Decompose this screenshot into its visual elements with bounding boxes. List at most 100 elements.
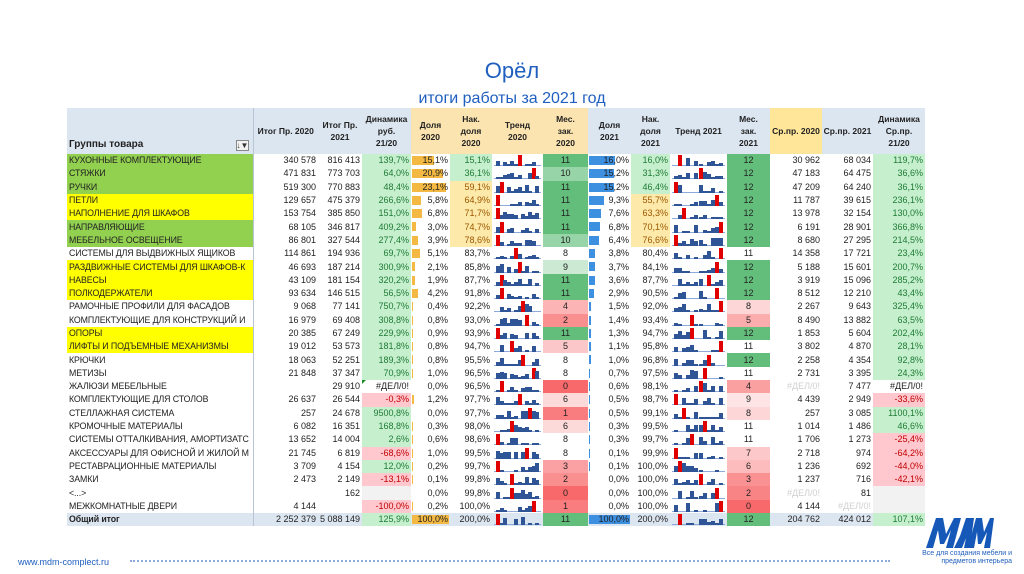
total-2020-value: 20 385: [288, 328, 316, 338]
share-2020: 0,4%: [411, 300, 450, 313]
table-row[interactable]: МЕТИЗЫ 21 848 37 347 70,9% 1,0% 96,5% 8 0,7% 97,…: [67, 366, 925, 381]
cumulative-share-2021-value: 16,0%: [642, 155, 668, 166]
sparkline-bar: [535, 323, 540, 326]
table-row[interactable]: КРОМОЧНЫЕ МАТЕРИАЛЫ 6 082 16 351 168,8% 0,3%…: [67, 419, 925, 434]
table-row[interactable]: ЛИФТЫ И ПОДЪЕМНЫЕ МЕХАНИЗМЫ 19 012 53 573 1…: [67, 340, 925, 354]
table-row[interactable]: КРЮЧКИ 18 063 52 251 189,3% 0,8% 95,5% 8 1,0% 96…: [67, 353, 925, 367]
sparkline-bar: [698, 278, 703, 286]
cumulative-share-2021: 200,0%: [631, 513, 670, 527]
table-row[interactable]: ЖАЛЮЗИ МЕБЕЛЬНЫЕ 29 910 #ДЕЛ/0! 0,0% 96,5% 0 0…: [67, 380, 925, 394]
table-row[interactable]: ПОЛКОДЕРЖАТЕЛИ 93 634 146 515 56,5% 4,2% 91,8…: [67, 286, 925, 301]
header-share2021[interactable]: Доля 2021: [588, 108, 631, 154]
filter-icon[interactable]: ↓▼: [235, 140, 249, 151]
share-databar: [412, 262, 416, 272]
table-row[interactable]: НАПРАВЛЯЮЩИЕ 68 105 346 817 409,2% 3,0% 74,7%…: [67, 220, 925, 234]
table-row[interactable]: <...> 162 0,0% 99,8% 0 0,0% 100,0% 2 #ДЕЛ/0! 81: [67, 486, 925, 500]
avg-2020: 1 706: [770, 433, 822, 446]
sparkline-bar: [513, 389, 518, 393]
sparkline-bar: [686, 347, 691, 353]
sparkline-bar: [718, 301, 723, 313]
table-row[interactable]: РАЗДВИЖНЫЕ СИСТЕМЫ ДЛЯ ШКАФОВ-К 46 693 187…: [67, 260, 925, 274]
sparkline-bar: [517, 359, 522, 366]
header-dyn-avg[interactable]: Динамика Ср.пр. 21/20: [873, 108, 925, 154]
sparkline-bar: [535, 186, 540, 193]
group-name-value: ЛИФТЫ И ПОДЪЕМНЫЕ МЕХАНИЗМЫ: [69, 341, 229, 352]
table-row[interactable]: ЗАМКИ 2 473 2 149 -13,1% 0,1% 99,8% 2 0,0% 100,0…: [67, 473, 925, 487]
sparkline-bar: [513, 177, 518, 180]
avg-2021-value: 3 395: [848, 367, 871, 378]
total-2021: 162: [318, 486, 362, 499]
share-2021-value: 15,2%: [603, 168, 629, 179]
sparkline-bar: [710, 437, 715, 446]
sparkline-bar: [503, 257, 508, 260]
sparkline-bar: [510, 160, 515, 167]
total-2021-value: 53 573: [332, 341, 360, 352]
cumulative-share-2020-value: 74,7%: [464, 221, 490, 232]
share-2020-value: 6,8%: [427, 208, 448, 219]
header-total2021[interactable]: Итог Пр. 2021: [318, 108, 362, 154]
table-row[interactable]: КОМПЛЕКТУЮЩИЕ ДЛЯ КОНСТРУКЦИЙ И 16 979 69 …: [67, 313, 925, 327]
sparkline-bar: [496, 478, 500, 486]
dynamics-rub: 69,7%: [362, 247, 411, 261]
sparkline-2020: [494, 393, 541, 406]
total-2021-value: 14 004: [332, 434, 360, 445]
table-row[interactable]: РЕСТАВРАЦИОННЫЕ МАТЕРИАЛЫ 3 709 4 154 12,0%…: [67, 459, 925, 474]
avg-2020-value: 47 209: [792, 181, 820, 192]
months-2021-value: 5: [745, 314, 751, 325]
table-row[interactable]: МЕЖКОМНАТНЫЕ ДВЕРИ 4 144 -100,0% 0,2% 100,0%…: [67, 499, 925, 514]
sparkline-2021: [672, 194, 725, 207]
header-mes2020[interactable]: Мес. зак. 2020: [543, 108, 588, 154]
total-row[interactable]: Общий итог 2 252 379 5 088 149 125,9% 100,0%…: [67, 513, 925, 527]
dynamics-avg: -33,6%: [873, 393, 925, 407]
sparkline-bar: [674, 181, 678, 193]
table-row[interactable]: РАМОЧНЫЕ ПРОФИЛИ ДЛЯ ФАСАДОВ 9 068 77 141 7…: [67, 300, 925, 314]
table-row[interactable]: НАПОЛНЕНИЕ ДЛЯ ШКАФОВ 153 754 385 850 151,0…: [67, 207, 925, 221]
sparkline-bar: [690, 428, 695, 433]
avg-2021: 4 354: [822, 353, 873, 366]
months-2020-value: 0: [562, 487, 568, 498]
avg-2020: 257: [770, 407, 822, 420]
header-share2020[interactable]: Доля 2020: [411, 108, 450, 154]
avg-2020: 47 209: [770, 181, 822, 194]
months-2021-value: 11: [743, 421, 754, 432]
table-row[interactable]: КУХОННЫЕ КОМПЛЕКТУЮЩИЕ 340 578 816 413 139,…: [67, 154, 925, 168]
table-row[interactable]: АКСЕССУАРЫ ДЛЯ ОФИСНОЙ И ЖИЛОЙ М 21 745 6 …: [67, 446, 925, 460]
sparkline-bar: [517, 175, 522, 180]
share-2021: 7,6%: [588, 207, 631, 220]
h: Нак.: [641, 114, 660, 124]
table-row[interactable]: ОПОРЫ 20 385 67 249 229,9% 0,9% 93,9% 11 1,3% 94…: [67, 326, 925, 341]
sparkline-bar: [496, 208, 500, 220]
table-row[interactable]: НАВЕСЫ 43 109 181 154 320,2% 1,9% 87,7% 11 3,6%…: [67, 273, 925, 287]
header-mes2021[interactable]: Мес. зак. 2021: [727, 108, 770, 154]
h: 2020: [508, 132, 527, 142]
trend-2020: [492, 300, 543, 313]
table-row[interactable]: СТЕЛЛАЖНАЯ СИСТЕМА 257 24 678 9500,8% 0,0% 97…: [67, 406, 925, 420]
footer-url[interactable]: www.mdm-complect.ru: [18, 557, 110, 567]
header-avg2021[interactable]: Ср.пр. 2021: [822, 108, 873, 154]
table-row[interactable]: СИСТЕМЫ ДЛЯ ВЫДВИЖНЫХ ЯЩИКОВ 114 861 194 9…: [67, 247, 925, 261]
table-row[interactable]: СТЯЖКИ 471 831 773 703 64,0% 20,9% 36,1% 10 15,…: [67, 167, 925, 181]
header-trend2021[interactable]: Тренд 2021: [670, 108, 727, 154]
header-cum2021[interactable]: Нак. доля 2021: [631, 108, 670, 154]
header-cum2020[interactable]: Нак. доля 2020: [450, 108, 492, 154]
sparkline-bar: [674, 253, 678, 260]
header-dyn-rub[interactable]: Динамика руб. 21/20: [362, 108, 411, 154]
sparkline-bar: [702, 367, 707, 379]
table-row[interactable]: РУЧКИ 519 300 770 883 48,4% 23,1% 59,1% 11 15,2…: [67, 180, 925, 194]
avg-2020-value: 8 680: [797, 234, 820, 245]
avg-2021: 424 012: [822, 513, 873, 527]
sparkline-bar: [698, 163, 703, 167]
table-row[interactable]: СИСТЕМЫ ОТТАЛКИВАНИЯ, АМОРТИЗАТС 13 652 14…: [67, 433, 925, 447]
sparkline-bar: [690, 465, 695, 472]
table-row[interactable]: КОМПЛЕКТУЮЩИЕ ДЛЯ СТОЛОВ 26 637 26 544 -0,3…: [67, 393, 925, 407]
sparkline-bar: [503, 175, 508, 180]
sparkline-bar: [531, 346, 536, 353]
avg-2020-value: 4 439: [797, 394, 820, 405]
table-row[interactable]: ПЕТЛИ 129 657 475 379 266,6% 5,8% 64,9% 11 9,3%…: [67, 193, 925, 208]
table-row[interactable]: МЕБЕЛЬНОЕ ОСВЕЩЕНИЕ 86 801 327 544 277,4% 3,…: [67, 233, 925, 248]
header-trend2020[interactable]: Тренд 2020: [492, 108, 543, 154]
header-total2020[interactable]: Итог Пр. 2020: [253, 108, 318, 154]
avg-2021-value: 64 475: [843, 168, 871, 179]
header-avg2020[interactable]: Ср.пр. 2020: [770, 108, 822, 154]
total-2020: 340 578: [253, 154, 318, 167]
